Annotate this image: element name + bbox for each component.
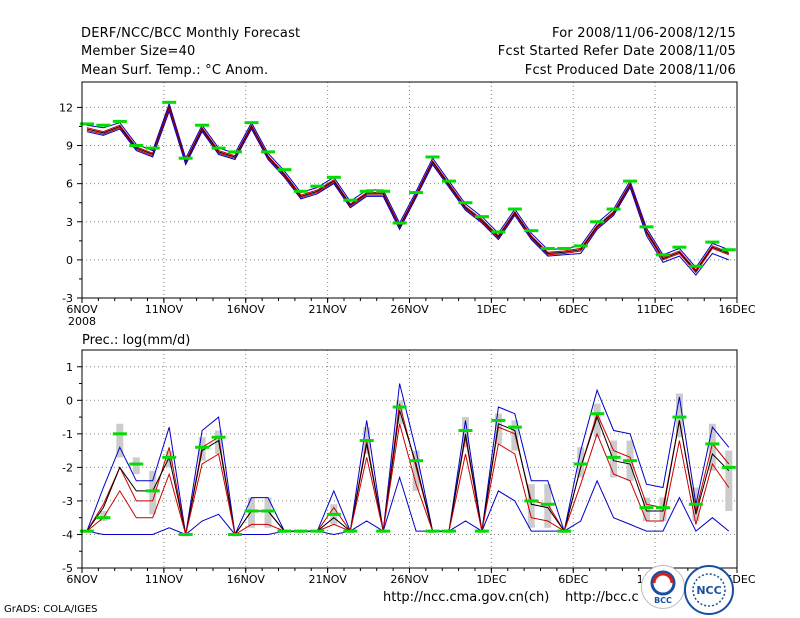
bcc-url-link[interactable]: http://bcc.c <box>565 590 639 605</box>
x-tick-label: 21NOV <box>309 303 348 316</box>
spread-bar <box>544 484 552 528</box>
series-line-mean <box>86 105 729 273</box>
spread-bar <box>264 497 272 528</box>
precipitation-title: Prec.: log(mm/d) <box>82 333 190 348</box>
y-tick-label: -2 <box>62 461 73 474</box>
x-tick-label: 26NOV <box>390 303 429 316</box>
spread-bar <box>149 470 157 515</box>
series-line-lower-mid <box>86 423 730 536</box>
spread-bar <box>725 450 733 511</box>
series-line-mean <box>86 410 730 536</box>
member-size-label: Member Size=40 <box>81 44 196 59</box>
x-tick-label: 16NOV <box>227 303 266 316</box>
y-tick-label: 0 <box>66 254 73 267</box>
y-tick-label: 6 <box>66 178 73 191</box>
x-tick-label: 1DEC <box>476 573 506 586</box>
spread-bar <box>132 457 140 475</box>
x-tick-label: 6NOV <box>66 573 98 586</box>
ncc-url-link[interactable]: http://ncc.cma.gov.cn(ch) <box>383 590 550 605</box>
y-tick-label: 0 <box>66 394 73 407</box>
spread-bar <box>593 403 601 438</box>
x-tick-label: 6NOV <box>66 303 98 316</box>
spread-bar <box>116 423 124 458</box>
temperature-panel: -3 0 3 6 9 12 6NOV 11NOV 16NOV 21NOV 26NOV 1DEC 6DEC… <box>59 81 756 328</box>
spread-bar <box>577 447 585 478</box>
bcc-logo-icon: BCC <box>650 570 676 605</box>
series-line-lower <box>86 475 730 536</box>
variable-label: Mean Surf. Temp.: °C Anom. <box>81 63 269 78</box>
y-tick-label: -4 <box>62 528 73 541</box>
spread-bar <box>675 393 683 438</box>
spread-bar <box>412 450 420 491</box>
spread-bar <box>610 440 618 478</box>
series-line-lower <box>86 109 729 276</box>
x-tick-label: 6DEC <box>558 573 588 586</box>
spread-bar <box>461 417 469 448</box>
x-tick-label: 11DEC <box>637 303 674 316</box>
ncc-logo-text: NCC <box>696 584 721 597</box>
y-tick-label: -5 <box>62 562 73 575</box>
y-tick-label: -3 <box>62 495 73 508</box>
series-line-upper <box>86 383 730 537</box>
y-tick-label: 9 <box>66 140 73 153</box>
series-line-upper-mid <box>86 104 729 271</box>
spread-bar <box>248 497 256 528</box>
forecast-produced-label: Fcst Produced Date 2008/11/06 <box>524 63 736 78</box>
y-tick-label: -1 <box>62 428 73 441</box>
forecast-period-label: For 2008/11/06-2008/12/15 <box>552 26 736 41</box>
y-tick-label: 3 <box>66 216 73 229</box>
forecast-started-label: Fcst Started Refer Date 2008/11/05 <box>497 44 736 59</box>
bcc-logo-text: BCC <box>654 596 672 605</box>
bcc-logo: BCC <box>641 565 685 609</box>
x-tick-label: 16DEC <box>718 303 755 316</box>
x-tick-label: 11NOV <box>145 573 184 586</box>
x-tick-label: 21NOV <box>309 573 348 586</box>
y-tick-label: 1 <box>66 361 73 374</box>
x-tick-label: 11NOV <box>145 303 184 316</box>
series-line-lower-mid <box>86 107 729 274</box>
spread-bar <box>527 484 535 528</box>
x-tick-label: 6DEC <box>558 303 588 316</box>
spread-bar <box>708 423 716 471</box>
y-tick-label: 12 <box>59 101 73 114</box>
y-tick-label: -3 <box>62 292 73 305</box>
spread-bar <box>99 510 107 522</box>
x-tick-label: 26NOV <box>390 573 429 586</box>
ncc-logo: NCC <box>684 565 734 615</box>
x-tick-label: 1DEC <box>476 303 506 316</box>
chart-title: DERF/NCC/BCC Monthly Forecast <box>81 26 301 41</box>
x-year-label: 2008 <box>68 315 96 328</box>
series-line-upper <box>86 101 729 269</box>
x-tick-label: 16NOV <box>227 573 266 586</box>
spread-bar <box>643 497 651 522</box>
grads-credit: GrADS: COLA/IGES <box>4 604 98 615</box>
ncc-logo-icon: NCC <box>692 573 726 607</box>
